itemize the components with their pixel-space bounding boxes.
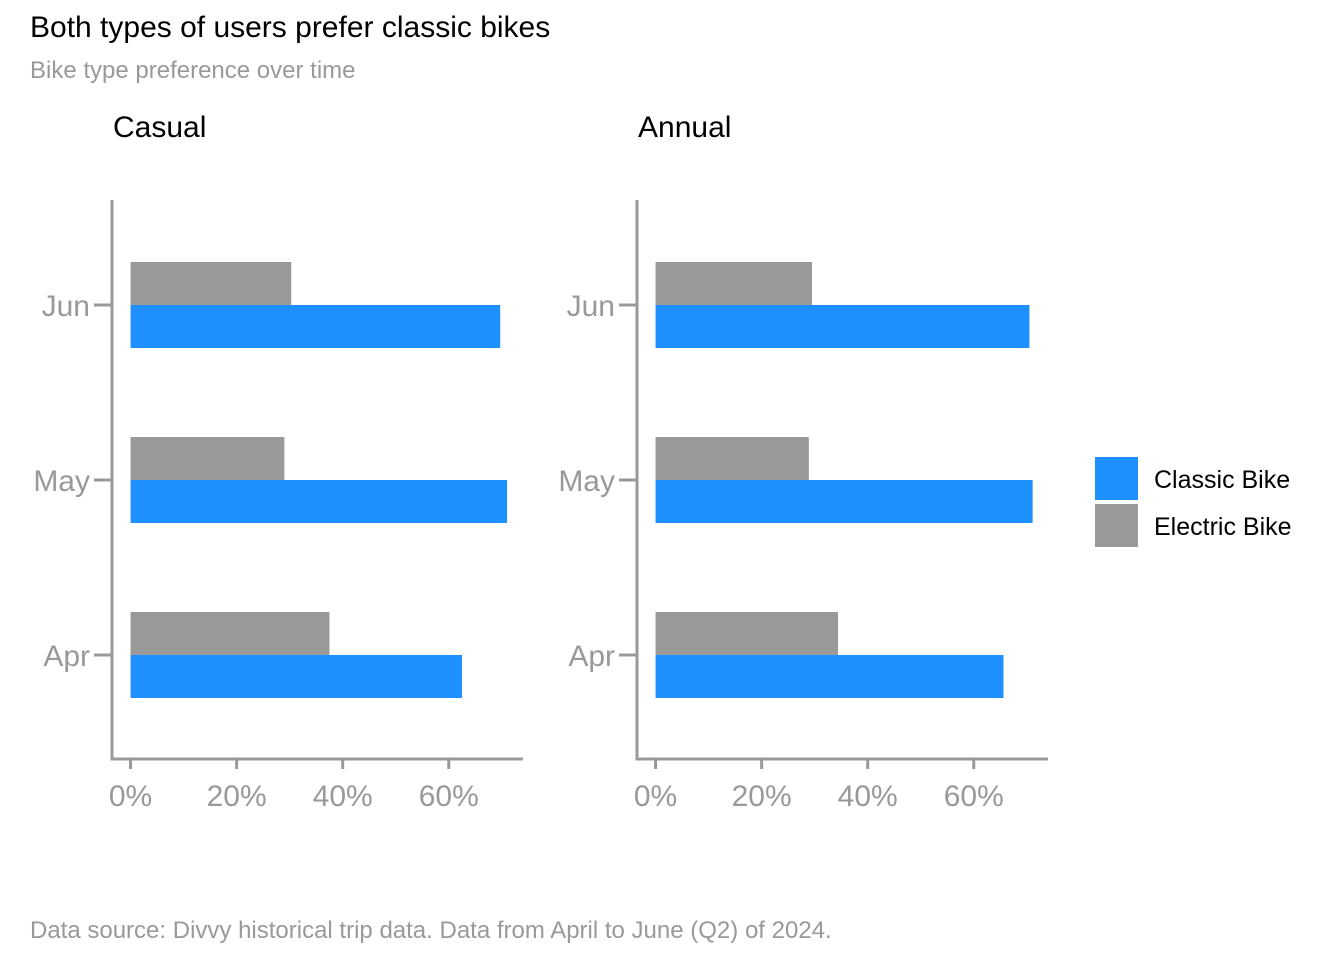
bar-classic-bike-jun xyxy=(655,305,1030,348)
bar-classic-bike-jun xyxy=(130,305,501,348)
bar-classic-bike-may xyxy=(655,480,1033,523)
facet-panel-casual: Casual Apr May Jun 0% 20% 40% 60% xyxy=(33,111,523,813)
bar-electric-bike-apr xyxy=(130,612,330,655)
y-tick-label: May xyxy=(558,465,615,498)
bar-electric-bike-may xyxy=(655,437,809,480)
facet-label: Casual xyxy=(113,111,206,144)
chart-caption: Data source: Divvy historical trip data.… xyxy=(30,917,832,944)
y-tick-label: May xyxy=(33,465,90,498)
legend-label: Electric Bike xyxy=(1154,513,1292,541)
x-tick-label: 20% xyxy=(732,780,792,813)
bar-electric-bike-jun xyxy=(655,262,813,305)
chart-subtitle: Bike type preference over time xyxy=(30,57,356,84)
chart-title: Both types of users prefer classic bikes xyxy=(30,11,550,44)
facet-label: Annual xyxy=(638,111,731,144)
x-tick-label: 60% xyxy=(419,780,479,813)
legend-swatch-classic-bike xyxy=(1095,457,1138,500)
x-tick-label: 60% xyxy=(944,780,1004,813)
y-tick-label: Apr xyxy=(568,640,615,673)
legend-swatch-electric-bike xyxy=(1095,504,1138,547)
bar-classic-bike-may xyxy=(130,480,508,523)
y-tick-label: Jun xyxy=(42,290,90,323)
x-tick-label: 40% xyxy=(313,780,373,813)
y-tick-label: Apr xyxy=(43,640,90,673)
legend: Classic Bike Electric Bike xyxy=(1095,457,1292,547)
bar-classic-bike-apr xyxy=(655,655,1004,698)
bar-electric-bike-jun xyxy=(130,262,292,305)
bar-classic-bike-apr xyxy=(130,655,463,698)
x-tick-label: 40% xyxy=(838,780,898,813)
legend-label: Classic Bike xyxy=(1154,466,1290,494)
x-tick-label: 20% xyxy=(207,780,267,813)
x-tick-label: 0% xyxy=(634,780,677,813)
facet-panel-annual: Annual Apr May Jun 0% 20% 40% 60% xyxy=(558,111,1048,813)
y-tick-label: Jun xyxy=(567,290,615,323)
x-tick-label: 0% xyxy=(109,780,152,813)
bar-electric-bike-apr xyxy=(655,612,838,655)
bar-electric-bike-may xyxy=(130,437,285,480)
facet-panels: Casual Apr May Jun 0% 20% 40% 60% Annual Apr May Ju… xyxy=(33,111,1048,813)
